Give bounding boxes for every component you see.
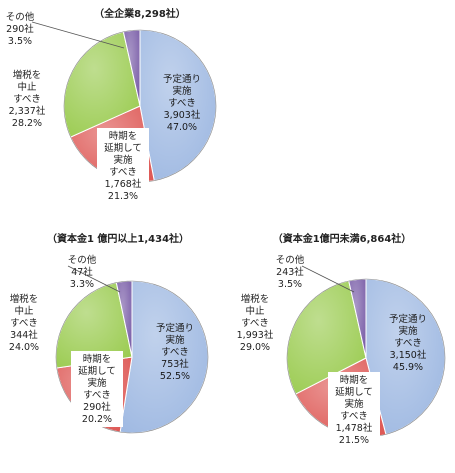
pie-slice-highlight [123,30,140,106]
slice-label-line: その他 [68,254,97,266]
slice-label-line: すべき [168,98,196,109]
slice-label: その他 290社 3.5% [6,11,35,47]
slice-label: 増税を中止すべき 1,993社 29.0% [237,293,274,353]
slice-label: 時期を延期して実施すべき 290社 20.2% [78,354,116,425]
slice-label-line: すべき [109,167,137,178]
slice-label: 時期を延期して実施すべき 1,768社 21.3% [104,131,142,202]
slice-label-line: 2,337社 [9,105,46,117]
slice-label: 予定通り実施すべき 753社 52.5% [156,322,194,382]
slice-label-line: 29.0% [240,342,270,353]
slice-label-line: 20.2% [82,414,112,425]
leader-line [301,265,355,293]
slice-label-line: 予定通り [156,322,194,334]
pie-slice-highlight [140,30,216,181]
pie-slice-highlight [120,281,208,433]
slice-label-line: 1,478社 [336,422,373,434]
slice-label-line: 実施 [398,325,418,337]
slice-label-line: その他 [276,254,305,266]
slice-label-line: 45.9% [393,362,423,373]
slice-label-line: 実施 [172,85,192,97]
leader-line [67,265,121,293]
slice-label-line: 延期して [335,386,373,398]
slice-label-line: 実施 [344,398,364,410]
slice-label-line: すべき [83,390,111,401]
slice-label-line: 47社 [71,266,93,278]
slice-label-line: 実施 [87,377,107,389]
slice-label-line: 290社 [83,401,111,413]
label-box [97,128,149,204]
slice-label-line: 実施 [165,334,185,346]
slice-label-line: 3.5% [278,279,302,290]
slice-label-line: 中止 [17,81,37,93]
slice-label-line: 1,768社 [105,178,142,190]
chart-title: （資本金1 億円以上1,434社） [47,232,189,245]
slice-label-line: 中止 [14,305,34,317]
slice-label-line: 21.5% [339,435,369,446]
slice-label-line: すべき [161,347,189,358]
slice-label-line: 24.0% [9,342,39,353]
slice-label-line: 中止 [245,305,265,317]
slice-label: 増税を中止すべき 344社 24.0% [9,293,39,353]
pie-chart-3: （資本金1億円未満6,864社）予定通り実施すべき 3,150社 45.9%時期を延… [237,232,446,448]
chart-title: （全企業8,298社） [94,7,186,20]
slice-label-line: 実施 [113,154,133,166]
chart-title: （資本金1億円未満6,864社） [273,232,412,245]
slice-label-line: 21.3% [108,191,138,202]
leader-line [31,21,125,49]
slice-label-line: 延期して [104,142,142,154]
pie-slice-highlight [348,279,366,358]
slice-label-line: 時期を [83,354,112,365]
slice-label-line: 28.2% [12,118,42,129]
label-box [328,372,380,448]
slice-label-line: その他 [6,11,35,23]
slice-label-line: 344社 [10,329,38,341]
slice-label-line: すべき [340,411,368,422]
slice-label: 時期を延期して実施すべき 1,478社 21.5% [335,375,373,446]
pie-slice-highlight [56,282,132,368]
pie-chart-2: （資本金1 億円以上1,434社）予定通り実施すべき 753社 52.5%時期を延期… [9,232,209,434]
slice-label: 予定通り実施すべき 3,150社 45.9% [389,313,427,373]
slice-label-line: 3,150社 [390,349,427,361]
slice-label-line: 予定通り [389,313,427,325]
pie-slice-highlight [116,281,132,357]
pie-chart-1: （全企業8,298社）予定通り実施すべき 3,903社 47.0%時期を延期して実施… [6,7,217,204]
slice-label-line: すべき [394,338,422,349]
slice-label-line: 1,993社 [237,329,274,341]
slice-label-line: 3.5% [8,36,32,47]
slice-label-line: すべき [13,94,41,105]
slice-label-line: 3.3% [70,279,94,290]
slice-label-line: 予定通り [163,73,201,85]
slice-label-line: 753社 [161,358,189,370]
slice-label: その他 243社 3.5% [276,254,305,290]
slice-label-line: 増税を [241,293,270,305]
slice-label-line: 時期を [340,375,369,386]
slice-label: 予定通り実施すべき 3,903社 47.0% [163,73,201,133]
pie-slice-highlight [287,280,366,395]
label-box [71,351,123,427]
slice-label-line: 増税を [13,69,42,81]
slice-label-line: 3,903社 [164,109,201,121]
slice-label-line: すべき [241,318,269,329]
slice-label-line: 243社 [276,266,304,278]
pie-slice-highlight [63,31,140,138]
slice-label: その他 47社 3.3% [68,254,97,290]
slice-label-line: すべき [10,318,38,329]
slice-label-line: 時期を [109,131,138,142]
slice-label-line: 52.5% [160,371,190,382]
pie-slice-highlight [366,279,445,435]
slice-label-line: 47.0% [167,122,197,133]
slice-label-line: 増税を [10,293,39,305]
pie-outline [55,280,209,434]
slice-label-line: 290社 [6,23,34,35]
slice-label-line: 延期して [78,365,116,377]
slice-label: 増税を中止すべき 2,337社 28.2% [9,69,46,129]
